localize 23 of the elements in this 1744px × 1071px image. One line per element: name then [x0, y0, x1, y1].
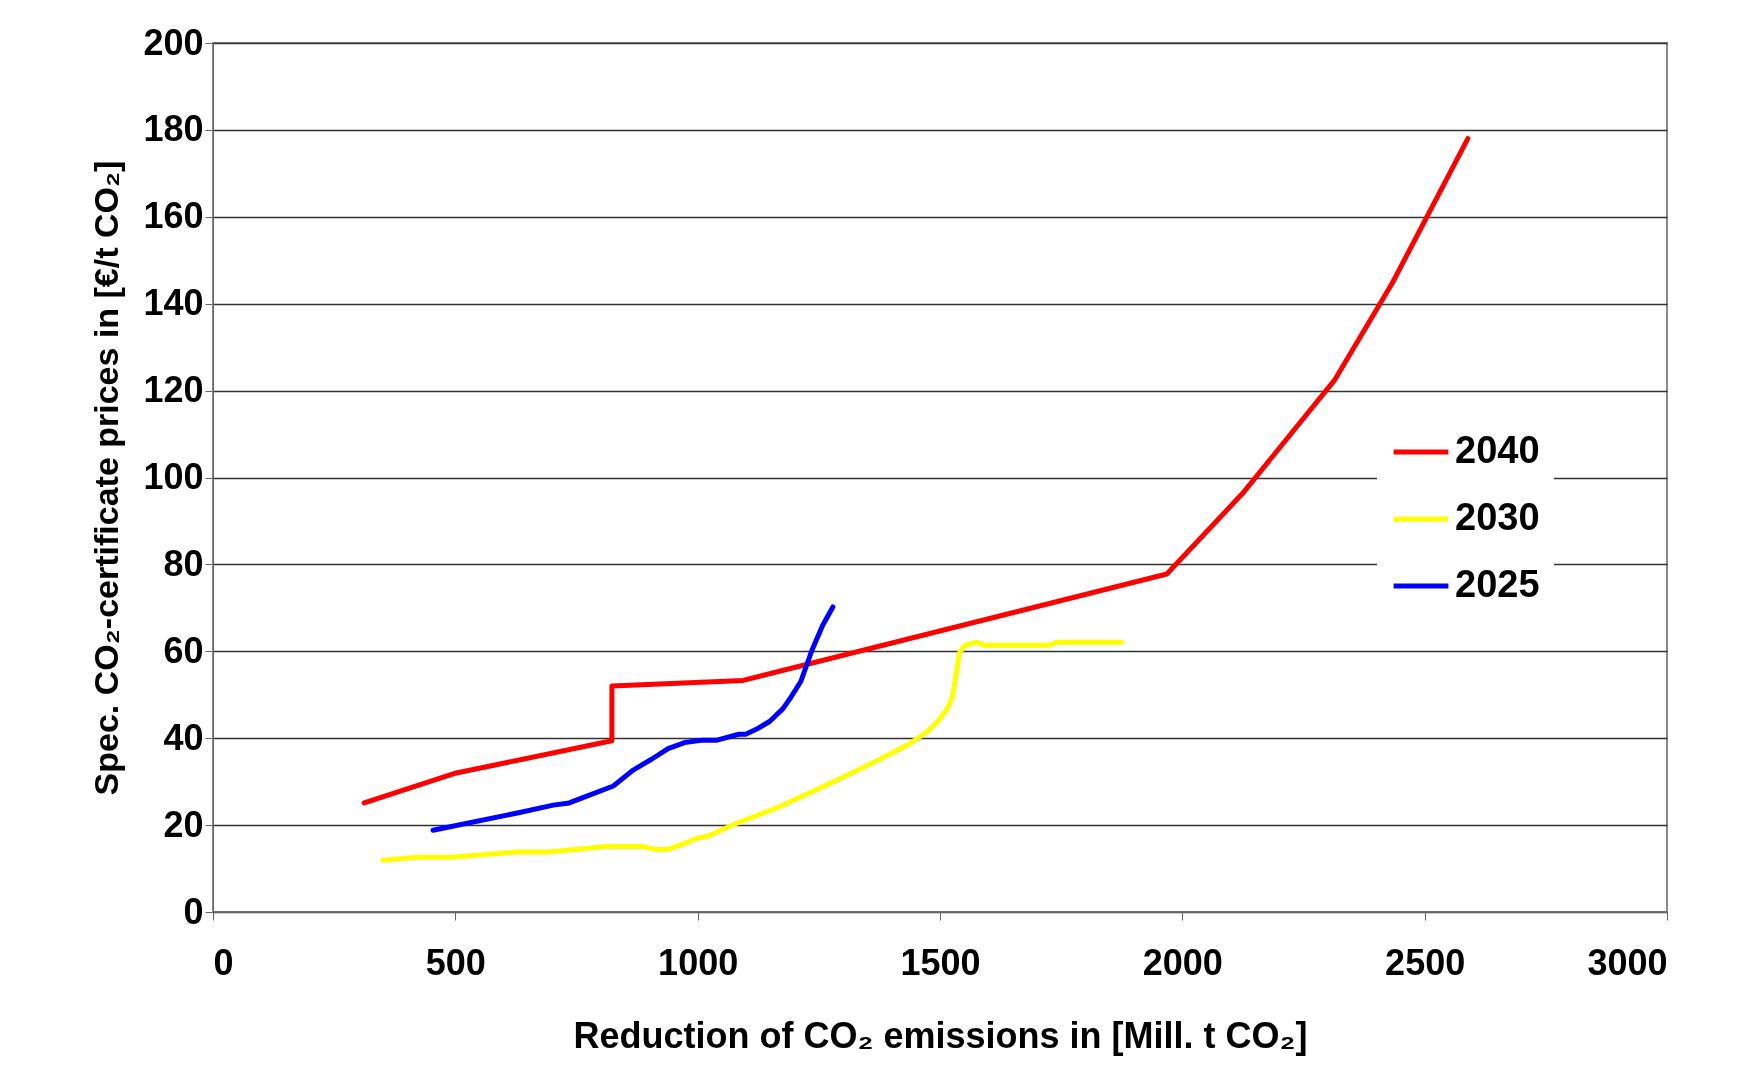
legend-label: 2025 [1455, 562, 1540, 605]
x-tick-label: 0 [213, 941, 234, 983]
x-tick-label: 1500 [900, 941, 981, 983]
x-tick-label: 500 [425, 941, 486, 983]
y-tick-label: 0 [183, 890, 204, 932]
x-axis-title: Reduction of CO₂ emissions in [Mill. t CO₂] [573, 1014, 1308, 1056]
y-tick-label: 120 [143, 369, 204, 411]
y-tick-label: 180 [143, 108, 204, 150]
y-tick-label: 140 [143, 282, 204, 324]
x-tick-label: 2000 [1142, 941, 1223, 983]
x-tick-label: 3000 [1587, 941, 1668, 983]
y-tick-label: 20 [163, 803, 204, 845]
y-tick-label: 80 [163, 542, 204, 584]
y-tick-label: 100 [143, 456, 204, 497]
legend-label: 2030 [1455, 495, 1540, 538]
y-axis-title: Spec. CO₂-certificate prices in [€/t CO₂] [87, 160, 126, 796]
y-tick-label: 200 [143, 21, 204, 63]
y-tick-label: 60 [163, 629, 204, 671]
y-tick-label: 40 [163, 716, 204, 758]
x-tick-label: 1000 [658, 941, 739, 983]
y-tick-label: 160 [143, 195, 204, 237]
x-tick-label: 2500 [1385, 941, 1466, 983]
legend-label: 2040 [1455, 428, 1540, 471]
